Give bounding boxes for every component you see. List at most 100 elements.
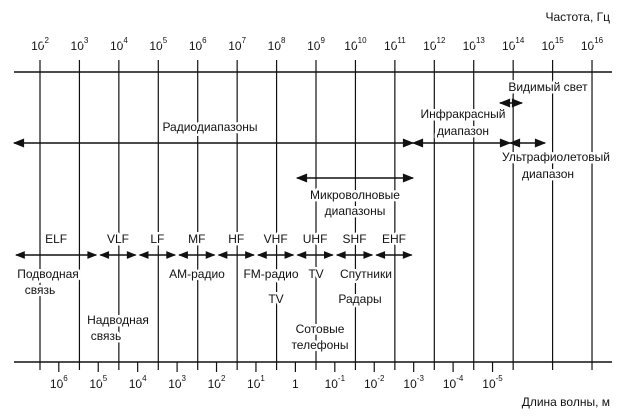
wavelength-tick-label: 10-5 xyxy=(482,374,503,391)
tick-exponent: 9 xyxy=(320,36,325,45)
tick-exponent: 5 xyxy=(163,36,168,45)
tick-base: 10 xyxy=(189,39,203,53)
application-label: TV xyxy=(308,267,323,281)
tick-base: 10 xyxy=(344,39,358,53)
wavelength-tick-label: 105 xyxy=(89,374,107,391)
tick-exponent: 16 xyxy=(594,36,603,45)
tick-base: 10 xyxy=(89,377,103,391)
tick-exponent: 10 xyxy=(358,36,367,45)
tick-exponent: 5 xyxy=(103,374,108,383)
tick-exponent: 4 xyxy=(123,36,128,45)
application-label: Радары xyxy=(338,292,381,306)
tick-base: 10 xyxy=(423,39,437,53)
tick-base: 10 xyxy=(482,377,496,391)
infrared-label: диапазон xyxy=(437,124,489,138)
frequency-tick-label: 103 xyxy=(71,36,89,53)
visible-label: Видимый свет xyxy=(508,80,588,94)
band-label: HF xyxy=(228,232,244,246)
ultraviolet-label: диапазон xyxy=(522,167,574,181)
tick-exponent: 14 xyxy=(515,36,524,45)
tick-base: 10 xyxy=(541,39,555,53)
wavelength-tick-label: 102 xyxy=(208,374,226,391)
band-label: EHF xyxy=(382,232,406,246)
band-label: VHF xyxy=(264,232,288,246)
tick-base: 10 xyxy=(384,39,398,53)
wavelength-tick-label: 101 xyxy=(247,374,265,391)
application-label: Сотовые xyxy=(296,322,345,336)
wavelength-tick-label: 103 xyxy=(168,374,186,391)
tick-base: 10 xyxy=(502,39,516,53)
frequency-tick-label: 104 xyxy=(110,36,128,53)
tick-exponent: 6 xyxy=(202,36,207,45)
frequency-tick-label: 1016 xyxy=(581,36,604,53)
tick-base: 10 xyxy=(581,39,595,53)
band-label: ELF xyxy=(45,232,67,246)
frequency-tick-label: 106 xyxy=(189,36,207,53)
frequency-tick-label: 1011 xyxy=(384,36,406,53)
wavelength-tick-label: 10-4 xyxy=(443,374,464,391)
frequency-tick-label: 102 xyxy=(31,36,49,53)
tick-base: 10 xyxy=(149,39,163,53)
tick-exponent: 7 xyxy=(242,36,247,45)
frequency-tick-label: 107 xyxy=(228,36,246,53)
frequency-tick-label: 1012 xyxy=(423,36,446,53)
wavelength-tick-label: 10-2 xyxy=(364,374,385,391)
frequency-tick-label: 105 xyxy=(149,36,167,53)
frequency-tick-label: 109 xyxy=(307,36,325,53)
tick-base: 10 xyxy=(268,39,282,53)
ultraviolet-label: Ультрафиолетовый xyxy=(502,150,610,164)
tick-base: 10 xyxy=(364,377,378,391)
application-label: Подводная xyxy=(17,267,79,281)
band-label: SHF xyxy=(343,232,367,246)
tick-exponent: 1 xyxy=(260,374,265,383)
tick-base: 10 xyxy=(168,377,182,391)
wavelength-tick-label: 1 xyxy=(292,377,299,391)
grid xyxy=(12,60,612,372)
wavelength-tick-label: 10-1 xyxy=(325,374,346,391)
tick-base: 10 xyxy=(228,39,242,53)
band-label: LF xyxy=(150,232,164,246)
tick-exponent: -5 xyxy=(496,374,504,383)
application-label: FM-радио xyxy=(243,267,298,281)
tick-base: 10 xyxy=(110,39,124,53)
application-label: TV xyxy=(268,292,283,306)
application-label: Спутники xyxy=(340,267,392,281)
tick-exponent: 2 xyxy=(221,374,226,383)
tick-exponent: 6 xyxy=(63,374,68,383)
frequency-axis-title: Частота, Гц xyxy=(545,10,610,24)
radio-label: Радиодиапазоны xyxy=(162,120,257,134)
frequency-tick-label: 1014 xyxy=(502,36,525,53)
frequency-tick-label: 1010 xyxy=(344,36,367,53)
tick-base: 10 xyxy=(50,377,64,391)
tick-exponent: 12 xyxy=(437,36,446,45)
application-label: связь xyxy=(25,283,56,297)
microwave-label: диапазоны xyxy=(325,204,386,218)
tick-exponent: 11 xyxy=(397,36,406,45)
application-label: телефоны xyxy=(291,338,348,352)
infrared-label: Инфракрасный xyxy=(420,107,505,121)
tick-base: 10 xyxy=(129,377,143,391)
tick-base: 10 xyxy=(463,39,477,53)
tick-base: 10 xyxy=(208,377,222,391)
tick-base: 10 xyxy=(71,39,85,53)
tick-exponent: 8 xyxy=(281,36,286,45)
tick-exponent: 13 xyxy=(476,36,485,45)
microwave-label: Микроволновые xyxy=(310,188,400,202)
tick-exponent: 4 xyxy=(142,374,147,383)
tick-base: 10 xyxy=(443,377,457,391)
tick-base: 10 xyxy=(403,377,417,391)
band-label: MF xyxy=(188,232,205,246)
tick-base: 10 xyxy=(307,39,321,53)
band-label: UHF xyxy=(303,232,328,246)
wavelength-axis-title: Длина волны, м xyxy=(522,395,610,409)
tick-exponent: -1 xyxy=(338,374,346,383)
band-label: VLF xyxy=(107,232,129,246)
application-label: AM-радио xyxy=(169,267,225,281)
tick-exponent: 15 xyxy=(555,36,564,45)
tick-exponent: -3 xyxy=(417,374,425,383)
application-label: связь xyxy=(91,329,122,343)
wavelength-tick-label: 106 xyxy=(50,374,68,391)
tick-base: 10 xyxy=(325,377,339,391)
